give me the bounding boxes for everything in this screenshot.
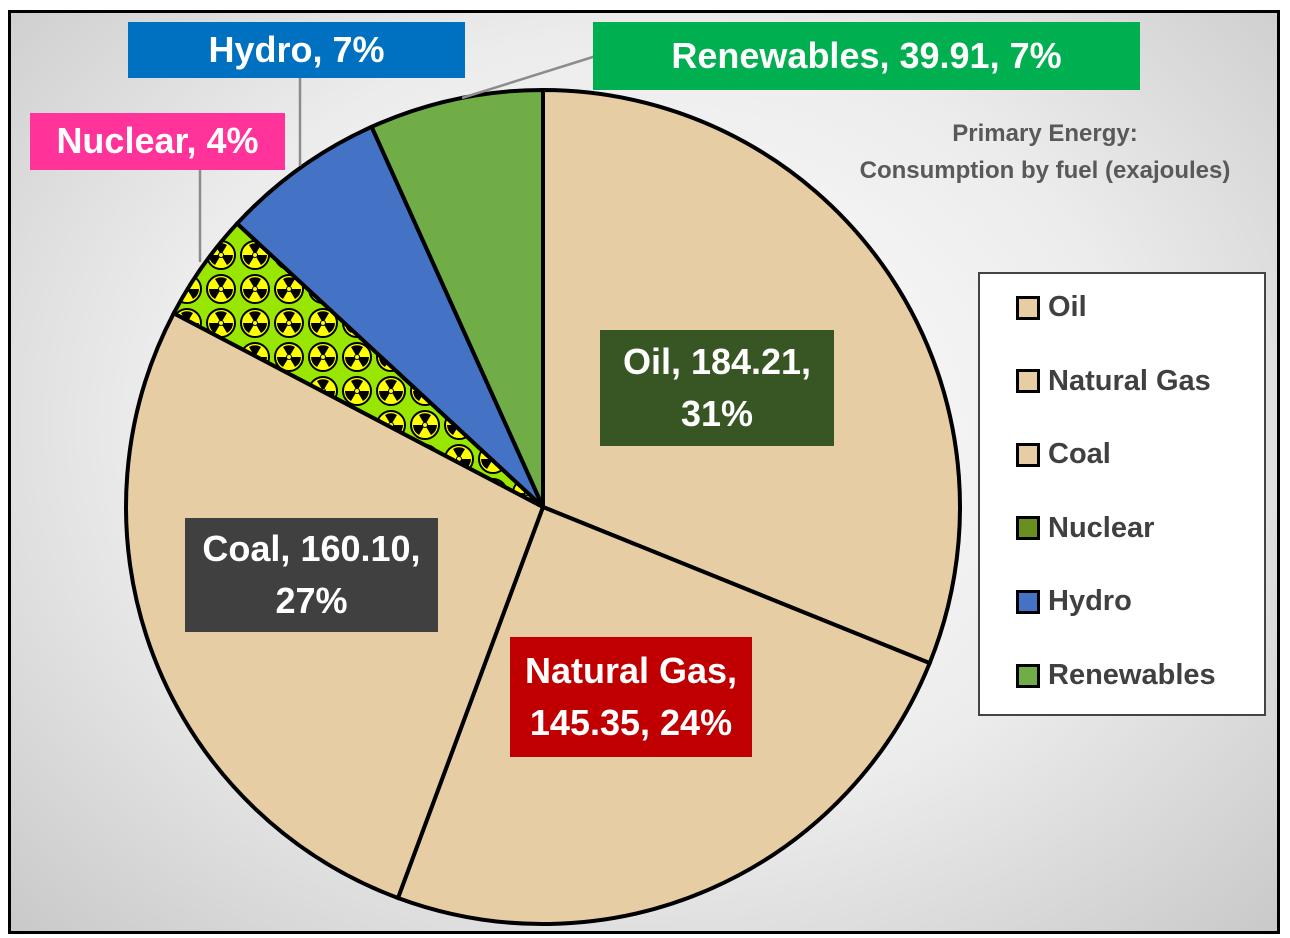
legend-label: Natural Gas [1048, 365, 1211, 398]
legend-swatch [1016, 369, 1040, 393]
data-label: Oil, 184.21, 31% [600, 330, 834, 446]
data-label: Hydro, 7% [128, 22, 465, 78]
legend-item: Oil [1016, 291, 1087, 324]
data-label: Natural Gas, 145.35, 24% [510, 637, 752, 757]
legend-label: Hydro [1048, 585, 1132, 618]
legend-item: Hydro [1016, 585, 1132, 618]
legend-swatch [1016, 590, 1040, 614]
legend-label: Oil [1048, 291, 1087, 324]
legend-swatch [1016, 443, 1040, 467]
legend-item: Natural Gas [1016, 365, 1211, 398]
page: Primary Energy: Consumption by fuel (exa… [0, 0, 1290, 938]
data-label: Renewables, 39.91, 7% [593, 22, 1140, 90]
chart-subtitle: Consumption by fuel (exajoules) [820, 157, 1270, 185]
data-label: Coal, 160.10, 27% [185, 518, 438, 632]
legend-label: Nuclear [1048, 512, 1154, 545]
legend-label: Renewables [1048, 659, 1216, 692]
legend-item: Renewables [1016, 659, 1216, 692]
legend-item: Nuclear [1016, 512, 1154, 545]
legend-swatch [1016, 664, 1040, 688]
legend-item: Coal [1016, 438, 1111, 471]
legend-label: Coal [1048, 438, 1111, 471]
data-label: Nuclear, 4% [30, 113, 285, 170]
legend: Oil Natural Gas Coal Nuclear Hydro Renewables [978, 272, 1266, 716]
legend-swatch [1016, 516, 1040, 540]
chart-title: Primary Energy: [820, 120, 1270, 148]
legend-swatch [1016, 296, 1040, 320]
